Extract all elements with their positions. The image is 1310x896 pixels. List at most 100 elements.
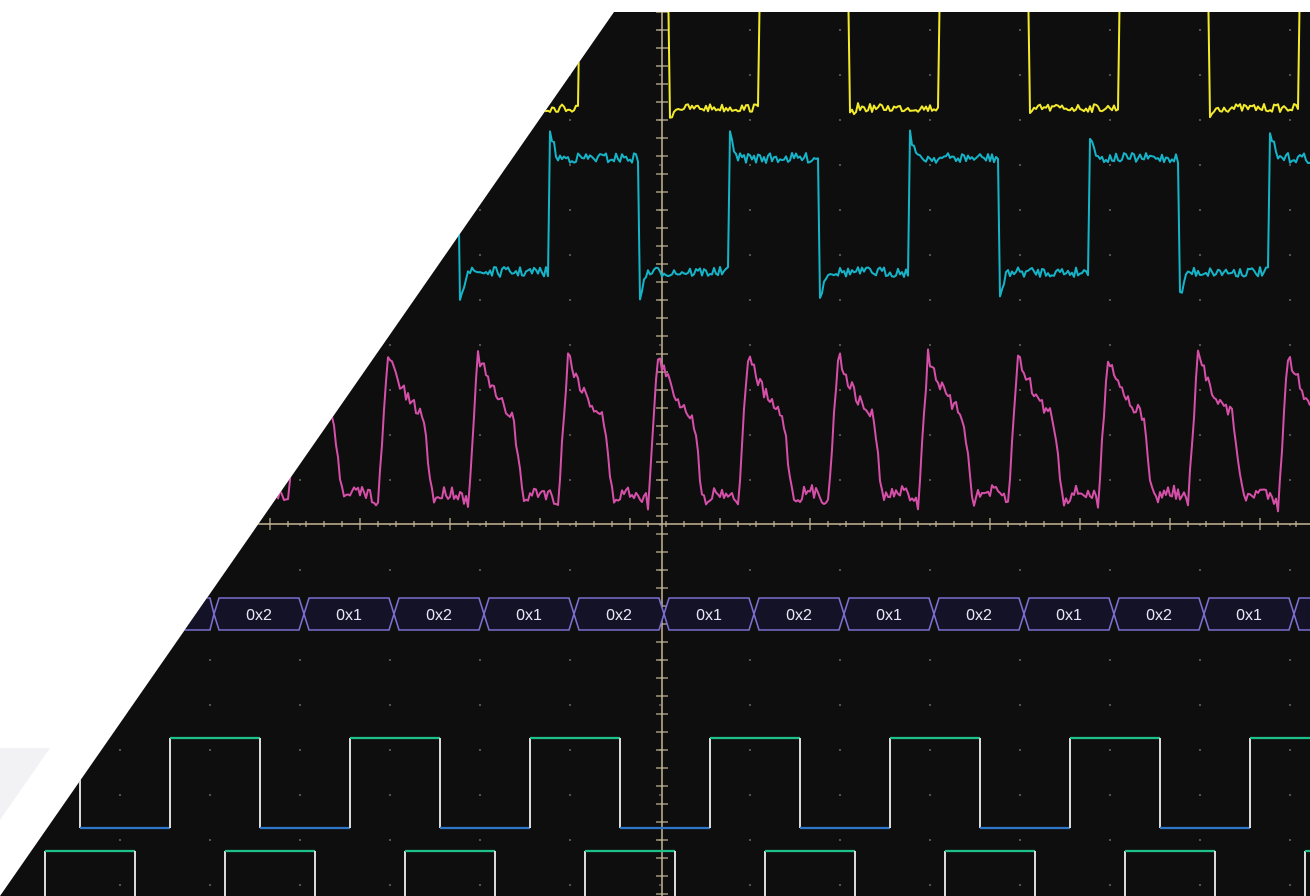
grid-dot [1109, 29, 1111, 31]
grid-dot [569, 479, 571, 481]
grid-dot [1109, 74, 1111, 76]
grid-dot [839, 479, 841, 481]
grid-dot [839, 389, 841, 391]
bus-packet-label: 0x2 [966, 607, 992, 624]
grid-dot [839, 29, 841, 31]
grid-dot [929, 839, 931, 841]
grid-dot [479, 839, 481, 841]
grid-dot [1199, 749, 1201, 751]
grid-dot [299, 749, 301, 751]
grid-dot [659, 254, 661, 256]
grid-dot [749, 659, 751, 661]
grid-dot [1289, 74, 1291, 76]
grid-dot [209, 884, 211, 886]
grid-dot [119, 839, 121, 841]
grid-dot [1199, 74, 1201, 76]
grid-dot [929, 569, 931, 571]
grid-dot [1109, 344, 1111, 346]
grid-dot [1109, 884, 1111, 886]
grid-dot [1019, 74, 1021, 76]
grid-dot [839, 119, 841, 121]
bus-packet-label: 0x1 [516, 607, 542, 624]
grid-dot [839, 164, 841, 166]
grid-dot [1289, 749, 1291, 751]
grid-dot [119, 749, 121, 751]
grid-dot [1289, 254, 1291, 256]
grid-dot [479, 434, 481, 436]
grid-dot [929, 254, 931, 256]
grid-dot [1019, 209, 1021, 211]
grid-dot [569, 299, 571, 301]
grid-dot [839, 74, 841, 76]
grid-dot [1109, 704, 1111, 706]
grid-dot [1199, 209, 1201, 211]
grid-dot [929, 29, 931, 31]
grid-dot [299, 479, 301, 481]
grid-dot [1019, 434, 1021, 436]
bus-packet-partial [1293, 597, 1310, 631]
grid-dot [389, 479, 391, 481]
digital-channel-2 [44, 849, 1310, 896]
grid-dot [389, 749, 391, 751]
bus-packet-label: 0x2 [246, 607, 272, 624]
grid-dot [1199, 254, 1201, 256]
grid-dot [569, 569, 571, 571]
grid-dot [659, 704, 661, 706]
grid-dot [749, 839, 751, 841]
grid-dot [1019, 164, 1021, 166]
grid-dot [569, 659, 571, 661]
bus-packet-label: 0x1 [336, 607, 362, 624]
grid-dot [569, 884, 571, 886]
grid-dot [1109, 794, 1111, 796]
grid-dot [569, 794, 571, 796]
grid-dot [839, 704, 841, 706]
grid-dot [299, 704, 301, 706]
grid-dot [209, 704, 211, 706]
grid-dot [1289, 569, 1291, 571]
grid-dot [119, 794, 121, 796]
grid-dot [119, 884, 121, 886]
bus-packet-label: 0x1 [1236, 607, 1262, 624]
grid-dot [839, 344, 841, 346]
grid-dot [929, 344, 931, 346]
grid-dot [1109, 479, 1111, 481]
grid-dot [569, 209, 571, 211]
grid-dot [1019, 794, 1021, 796]
grid-dot [1019, 344, 1021, 346]
grid-dot [1019, 704, 1021, 706]
grid-dot [839, 749, 841, 751]
grid-dot [929, 119, 931, 121]
grid-dot [749, 119, 751, 121]
grid-dot [1109, 119, 1111, 121]
grid-dot [749, 749, 751, 751]
grid-dot [659, 884, 661, 886]
grid-dot [389, 389, 391, 391]
grid-dot [659, 344, 661, 346]
grid-dot [929, 659, 931, 661]
grid-dot [479, 749, 481, 751]
grid-dot [209, 659, 211, 661]
grid-dot [389, 659, 391, 661]
grid-dot [929, 299, 931, 301]
grid-dot [1289, 434, 1291, 436]
grid-dot [1289, 794, 1291, 796]
grid-dot [1289, 704, 1291, 706]
grid-dot [1199, 704, 1201, 706]
digital-channel-1 [0, 736, 1310, 830]
grid-dot [1199, 434, 1201, 436]
grid-dot [1019, 119, 1021, 121]
grid-dot [299, 569, 301, 571]
grid-dot [749, 479, 751, 481]
grid-dot [1109, 839, 1111, 841]
bus-packet-label: 0x1 [876, 607, 902, 624]
grid-dot [569, 749, 571, 751]
grid-dot [1109, 434, 1111, 436]
grid-dot [1109, 209, 1111, 211]
grid-dot [749, 29, 751, 31]
grid-dot [749, 434, 751, 436]
grid-dot [749, 569, 751, 571]
grid-dot [1199, 344, 1201, 346]
grid-dot [389, 569, 391, 571]
grid-dot [749, 74, 751, 76]
grid-dot [929, 794, 931, 796]
